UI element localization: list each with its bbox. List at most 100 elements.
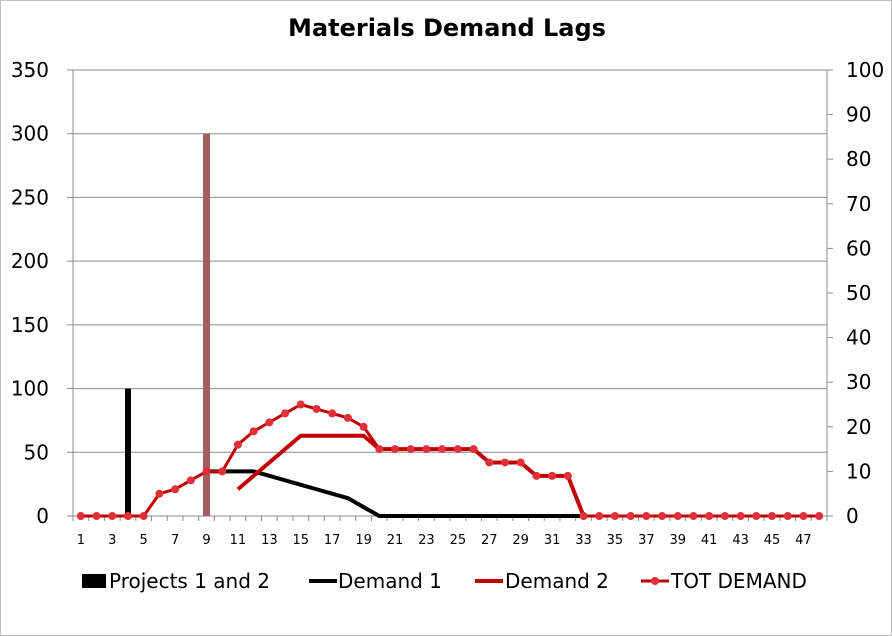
y-right-tick-label: 10 (846, 459, 871, 483)
data-point (328, 409, 337, 418)
data-point (689, 512, 698, 520)
x-tick-label: 23 (418, 533, 435, 548)
data-point (249, 427, 258, 436)
x-tick-label: 7 (171, 533, 179, 548)
y-left-tick-label: 100 (11, 377, 49, 401)
data-point (281, 409, 290, 418)
x-tick-label: 31 (544, 533, 561, 548)
data-point (815, 512, 824, 520)
y-right-tick-label: 50 (846, 281, 871, 305)
data-point (532, 471, 541, 480)
data-point (563, 471, 572, 480)
data-point (485, 458, 494, 467)
y-left-tick-label: 150 (11, 313, 49, 337)
legend-label: TOT DEMAND (670, 569, 807, 593)
series-line (206, 469, 584, 518)
y-right-tick-label: 60 (846, 236, 871, 260)
data-point (171, 485, 180, 494)
x-tick-label: 19 (355, 533, 372, 548)
data-point (610, 512, 619, 520)
data-point (391, 445, 400, 454)
bar (203, 133, 211, 516)
chart-title: Materials Demand Lags (288, 14, 606, 42)
bar (124, 388, 131, 516)
data-point (233, 440, 242, 449)
x-tick-label: 3 (108, 533, 116, 548)
data-point (783, 512, 792, 520)
x-tick-label: 21 (387, 533, 404, 548)
y-left-tick-label: 350 (11, 58, 49, 82)
x-tick-label: 33 (575, 533, 592, 548)
y-right-tick-label: 40 (846, 326, 871, 350)
x-tick-label: 29 (512, 533, 529, 548)
data-point (343, 413, 352, 422)
data-point (516, 458, 525, 467)
x-tick-label: 11 (230, 533, 247, 548)
data-point (595, 512, 604, 520)
x-tick-label: 37 (638, 533, 655, 548)
x-tick-label: 13 (261, 533, 278, 548)
data-point (453, 445, 462, 454)
y-left-tick-label: 300 (11, 122, 49, 146)
data-point (108, 512, 117, 520)
data-point (642, 512, 651, 520)
x-tick-label: 17 (324, 533, 341, 548)
data-point (155, 489, 164, 498)
data-point (469, 445, 478, 454)
data-point (705, 512, 714, 520)
x-tick-label: 15 (292, 533, 309, 548)
data-point (768, 512, 777, 520)
data-point (265, 418, 274, 427)
legend-label: Demand 2 (505, 569, 609, 593)
x-tick-label: 25 (450, 533, 467, 548)
x-tick-label: 5 (140, 533, 148, 548)
y-right-tick-label: 0 (846, 504, 859, 528)
legend-label: Demand 1 (338, 569, 442, 593)
y-left-tick-label: 200 (11, 249, 49, 273)
legend-label: Projects 1 and 2 (109, 569, 270, 593)
data-point (92, 512, 101, 520)
legend-key-marker (651, 577, 659, 585)
x-tick-label: 47 (795, 533, 812, 548)
data-point (186, 476, 195, 485)
x-tick-label: 43 (732, 533, 749, 548)
x-tick-label: 41 (701, 533, 718, 548)
y-right-tick-label: 30 (846, 370, 871, 394)
data-point (123, 512, 132, 520)
data-point (202, 467, 211, 476)
data-point (626, 512, 635, 520)
data-point (139, 512, 148, 520)
data-point (673, 512, 682, 520)
y-left-tick-label: 0 (36, 504, 49, 528)
data-point (752, 512, 761, 520)
data-point (218, 467, 227, 476)
y-right-tick-label: 100 (846, 58, 884, 82)
data-point (375, 445, 384, 454)
x-tick-label: 39 (669, 533, 686, 548)
y-left-tick-label: 50 (24, 440, 49, 464)
data-point (422, 445, 431, 454)
data-point (548, 471, 557, 480)
data-point (359, 422, 368, 431)
x-tick-label: 45 (764, 533, 781, 548)
data-point (76, 512, 85, 520)
x-tick-label: 1 (77, 533, 85, 548)
data-point (799, 512, 808, 520)
x-tick-label: 27 (481, 533, 498, 548)
series-line (80, 403, 820, 518)
y-left-tick-label: 250 (11, 185, 49, 209)
data-point (579, 512, 588, 520)
legend-key (82, 574, 106, 588)
y-right-tick-label: 80 (846, 147, 871, 171)
data-point (438, 445, 447, 454)
y-right-tick-label: 20 (846, 415, 871, 439)
data-point (500, 458, 509, 467)
data-point (312, 404, 321, 413)
data-point (736, 512, 745, 520)
data-point (720, 512, 729, 520)
y-right-tick-label: 90 (846, 103, 871, 127)
x-tick-label: 35 (607, 533, 624, 548)
x-tick-label: 9 (202, 533, 210, 548)
